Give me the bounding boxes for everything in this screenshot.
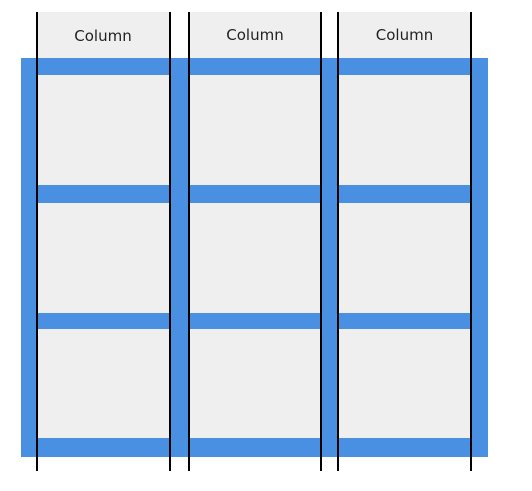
column-1-label: Column	[74, 27, 132, 45]
column-1-left-edge	[36, 12, 38, 471]
gutter-2	[321, 58, 338, 457]
row-bar-2	[21, 185, 488, 203]
column-3-right-edge	[470, 12, 472, 471]
column-1-area	[37, 12, 169, 457]
column-2-area	[189, 12, 321, 457]
column-1-right-edge	[169, 12, 171, 471]
frame-left-bar	[21, 58, 37, 457]
row-bar-top	[21, 58, 488, 75]
gutter-1	[169, 58, 189, 457]
column-3-left-edge	[337, 12, 339, 471]
column-2-left-edge	[188, 12, 190, 471]
column-3-label: Column	[375, 26, 434, 44]
column-2-label: Column	[226, 26, 284, 44]
row-bar-3	[21, 313, 488, 329]
frame-right-bar	[471, 58, 488, 457]
column-3-area	[338, 12, 471, 457]
column-2-right-edge	[320, 12, 322, 471]
row-bar-bottom	[21, 438, 488, 457]
